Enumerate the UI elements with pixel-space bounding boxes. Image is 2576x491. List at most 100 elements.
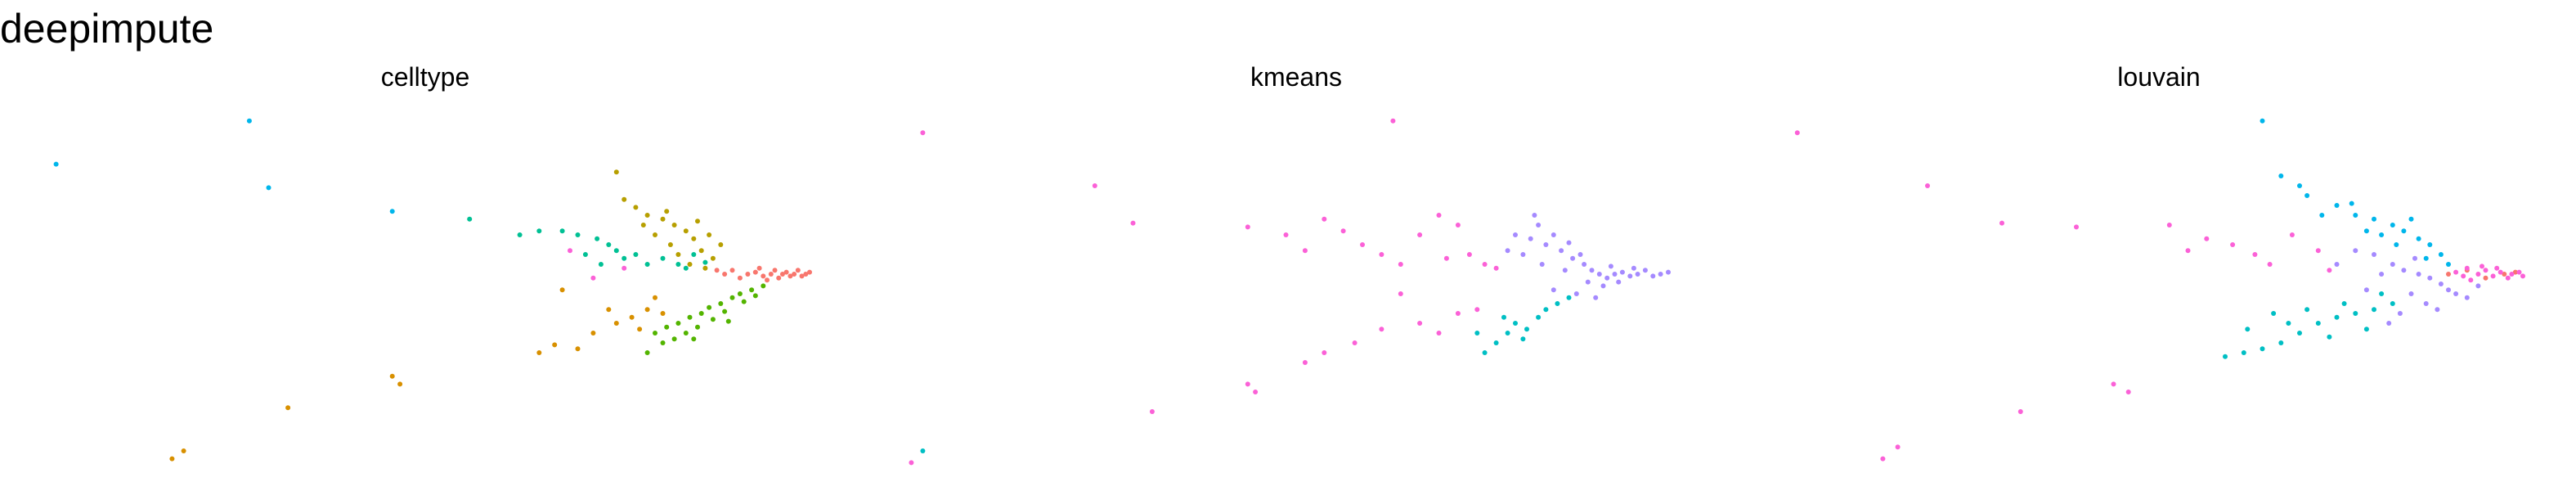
- scatter-point: [2390, 262, 2395, 267]
- scatter-point: [2315, 321, 2321, 326]
- scatter-point: [2494, 265, 2500, 271]
- scatter-point: [1340, 228, 1346, 234]
- scatter-point: [1635, 272, 1640, 277]
- scatter-point: [2509, 272, 2515, 277]
- scatter-point: [1642, 268, 1648, 273]
- scatter-point: [2327, 334, 2332, 340]
- scatter-point: [1513, 321, 1518, 326]
- scatter-point: [2379, 291, 2385, 296]
- scatter-point: [2453, 269, 2459, 275]
- scatter-plot-louvain: [1794, 118, 2525, 462]
- scatter-point: [1543, 307, 1549, 313]
- scatter-point: [2111, 381, 2116, 387]
- scatter-point: [2267, 262, 2273, 267]
- scatter-point: [53, 161, 59, 167]
- scatter-point: [1253, 390, 1259, 394]
- scatter-point: [285, 405, 291, 411]
- scatter-point: [756, 265, 762, 271]
- scatter-point: [1551, 287, 1556, 293]
- scatter-point: [169, 456, 175, 462]
- scatter-point: [718, 242, 724, 247]
- scatter-point: [2289, 232, 2295, 237]
- scatter-point: [2446, 272, 2451, 277]
- scatter-point: [660, 255, 666, 261]
- scatter-point: [1616, 279, 1622, 285]
- scatter-point: [606, 242, 612, 247]
- scatter-point: [389, 209, 395, 214]
- scatter-point: [613, 169, 619, 175]
- scatter-point: [695, 324, 700, 330]
- scatter-point: [622, 265, 627, 271]
- scatter-point: [2416, 272, 2421, 277]
- scatter-point: [2297, 331, 2302, 336]
- scatter-point: [1505, 331, 1510, 336]
- scatter-point: [1482, 262, 1488, 267]
- scatter-point: [2401, 228, 2407, 234]
- scatter-point: [1436, 213, 1442, 218]
- scatter-point: [795, 268, 801, 273]
- scatter-point: [1566, 295, 1572, 300]
- scatter-point: [1398, 262, 1403, 267]
- scatter-point: [2475, 283, 2481, 289]
- scatter-point: [1570, 255, 1576, 261]
- scatter-plot-kmeans: [909, 118, 1671, 466]
- scatter-point: [2397, 311, 2403, 316]
- scatter-point: [644, 262, 650, 267]
- scatter-point: [729, 268, 735, 273]
- scatter-point: [2502, 272, 2507, 277]
- scatter-point: [1627, 273, 1633, 279]
- scatter-point: [707, 232, 712, 237]
- scatter-point: [1520, 336, 1526, 342]
- scatter-point: [2353, 311, 2358, 316]
- scatter-point: [920, 130, 926, 136]
- scatter-point: [675, 262, 681, 267]
- scatter-point: [2017, 409, 2023, 414]
- scatter-point: [2416, 236, 2421, 241]
- scatter-point: [752, 293, 758, 299]
- scatter-point: [1417, 321, 1423, 326]
- scatter-point: [807, 269, 812, 275]
- scatter-point: [788, 273, 793, 279]
- scatter-point: [2427, 275, 2433, 281]
- scatter-point: [1589, 268, 1595, 273]
- scatter-point: [633, 252, 639, 257]
- scatter-point: [776, 275, 782, 281]
- scatter-point: [729, 295, 735, 300]
- scatter-point: [737, 291, 743, 296]
- scatter-point: [691, 336, 697, 342]
- scatter-point: [1551, 232, 1556, 237]
- scatter-point: [707, 304, 712, 310]
- scatter-point: [2341, 301, 2347, 306]
- scatter-point: [695, 218, 700, 224]
- scatter-point: [1528, 236, 1533, 241]
- scatter-point: [1794, 130, 1800, 136]
- scatter-point: [722, 309, 728, 314]
- scatter-point: [698, 248, 704, 254]
- scatter-point: [749, 287, 755, 293]
- panel-title: louvain: [2117, 62, 2201, 92]
- scatter-point: [2286, 321, 2291, 326]
- scatter-point: [1539, 262, 1545, 267]
- scatter-point: [714, 268, 720, 273]
- scatter-point: [1577, 252, 1583, 257]
- scatter-point: [2271, 311, 2277, 316]
- scatter-point: [2334, 203, 2340, 208]
- scatter-point: [2353, 213, 2358, 218]
- scatter-point: [698, 311, 704, 316]
- scatter-point: [568, 248, 572, 254]
- scatter-point: [644, 350, 650, 355]
- scatter-point: [2401, 268, 2407, 273]
- scatter-point: [1631, 265, 1636, 271]
- scatter-point: [2435, 307, 2440, 313]
- scatter-point: [2241, 350, 2246, 355]
- scatter-point: [2334, 262, 2340, 267]
- scatter-point: [590, 331, 596, 336]
- scatter-point: [1283, 232, 1289, 237]
- scatter-point: [606, 307, 612, 313]
- scatter-point: [1149, 409, 1155, 414]
- scatter-point: [1562, 268, 1568, 273]
- scatter-point: [2260, 346, 2265, 352]
- scatter-point: [1302, 360, 1308, 365]
- scatter-point: [2386, 321, 2392, 326]
- scatter-point: [1474, 307, 1480, 313]
